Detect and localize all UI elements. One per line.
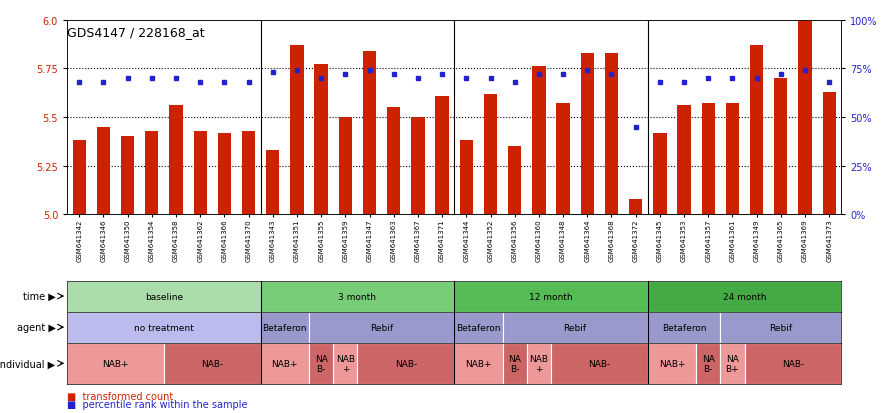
Bar — [647, 281, 840, 312]
Text: NAB+: NAB+ — [102, 359, 129, 368]
Text: NA
B-: NA B- — [315, 354, 327, 373]
Bar — [193, 131, 207, 215]
Text: NAB-: NAB- — [781, 359, 803, 368]
Bar — [260, 343, 308, 384]
Bar — [797, 21, 811, 215]
Bar — [386, 108, 400, 215]
Bar — [628, 199, 642, 215]
Text: NAB+: NAB+ — [465, 359, 491, 368]
Bar — [169, 106, 182, 215]
Bar — [720, 343, 744, 384]
Text: NA
B-: NA B- — [508, 354, 520, 373]
Text: NAB-: NAB- — [394, 359, 417, 368]
Text: 3 month: 3 month — [338, 292, 376, 301]
Text: ■  percentile rank within the sample: ■ percentile rank within the sample — [67, 399, 248, 409]
Text: NAB
+: NAB + — [528, 354, 548, 373]
Bar — [338, 118, 351, 215]
Bar — [647, 312, 720, 343]
Text: NA
B-: NA B- — [701, 354, 714, 373]
Bar — [266, 151, 279, 215]
Bar — [453, 343, 502, 384]
Bar — [484, 95, 496, 215]
Bar — [314, 65, 327, 215]
Text: baseline: baseline — [145, 292, 182, 301]
Text: Rebif: Rebif — [769, 323, 791, 332]
Bar — [508, 147, 521, 215]
Text: Betaferon: Betaferon — [456, 323, 500, 332]
Bar — [164, 343, 260, 384]
Bar — [121, 137, 134, 215]
Bar — [502, 312, 647, 343]
Bar — [647, 343, 696, 384]
Bar — [822, 93, 835, 215]
Bar — [720, 312, 840, 343]
Bar — [67, 343, 164, 384]
Bar — [773, 79, 787, 215]
Text: NAB
+: NAB + — [335, 354, 354, 373]
Bar — [308, 312, 453, 343]
Bar — [460, 141, 472, 215]
Bar — [701, 104, 714, 215]
Bar — [551, 343, 647, 384]
Text: NAB+: NAB+ — [658, 359, 685, 368]
Text: GDS4147 / 228168_at: GDS4147 / 228168_at — [67, 26, 205, 39]
Bar — [725, 104, 738, 215]
Bar — [260, 281, 453, 312]
Bar — [580, 54, 594, 215]
Text: no treatment: no treatment — [134, 323, 194, 332]
Bar — [696, 343, 720, 384]
Bar — [357, 343, 453, 384]
Text: agent ▶: agent ▶ — [17, 322, 55, 332]
Bar — [453, 312, 502, 343]
Text: NAB+: NAB+ — [271, 359, 298, 368]
Bar — [362, 52, 375, 215]
Bar — [749, 46, 763, 215]
Text: 24 month: 24 month — [722, 292, 765, 301]
Bar — [290, 46, 303, 215]
Bar — [653, 133, 666, 215]
Bar — [308, 343, 333, 384]
Bar — [502, 343, 527, 384]
Text: Betaferon: Betaferon — [661, 323, 705, 332]
Bar — [453, 281, 647, 312]
Bar — [604, 54, 618, 215]
Bar — [145, 131, 158, 215]
Bar — [532, 67, 545, 215]
Bar — [527, 343, 551, 384]
Text: 12 month: 12 month — [528, 292, 572, 301]
Text: NAB-: NAB- — [587, 359, 610, 368]
Bar — [217, 133, 231, 215]
Text: Betaferon: Betaferon — [262, 323, 307, 332]
Text: Rebif: Rebif — [563, 323, 586, 332]
Bar — [67, 312, 260, 343]
Bar — [260, 312, 308, 343]
Bar — [556, 104, 569, 215]
Text: Rebif: Rebif — [369, 323, 392, 332]
Bar — [333, 343, 357, 384]
Bar — [744, 343, 840, 384]
Bar — [677, 106, 690, 215]
Bar — [72, 141, 86, 215]
Text: individual ▶: individual ▶ — [0, 358, 55, 368]
Bar — [67, 281, 260, 312]
Text: ■  transformed count: ■ transformed count — [67, 391, 173, 401]
Bar — [97, 127, 110, 215]
Text: time ▶: time ▶ — [22, 291, 55, 301]
Text: NAB-: NAB- — [201, 359, 224, 368]
Text: NA
B+: NA B+ — [725, 354, 738, 373]
Bar — [411, 118, 424, 215]
Bar — [241, 131, 255, 215]
Bar — [435, 96, 448, 215]
